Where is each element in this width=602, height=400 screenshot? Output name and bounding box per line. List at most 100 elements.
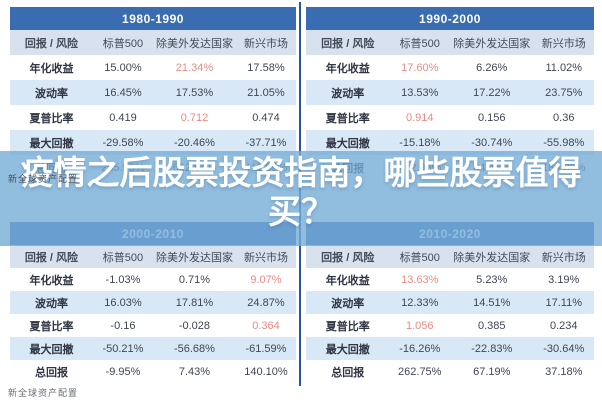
value-cell: -9.95% [105,365,141,378]
row-label: 波动率 [306,291,390,314]
table-row: 夏普比率 0.914 0.156 0.36 [306,105,594,130]
column-header: 除美外发达国家 [449,245,534,268]
value-cell: -37.71% [235,130,296,155]
column-header-row: 回报 / 风险 标普500 除美外发达国家 新兴市场 [10,245,296,268]
column-header-row: 回报 / 风险 标普500 除美外发达国家 新兴市场 [306,245,594,268]
table-row: 年化收益 15.00% 21.34% 17.58% [10,55,296,80]
value-cell: 5.23% [476,273,508,286]
watermark-bottom: 新全球资产配置 [8,388,79,398]
value-cell: 17.60% [401,61,439,74]
row-label: 最大回撤 [306,337,390,360]
row-label: 夏普比率 [325,320,370,333]
value-cell: -55.98% [533,130,594,155]
row-label: 波动率 [306,80,390,105]
table-row: 最大回撤 -50.21% -56.68% -61.59% [10,337,296,360]
table-row: 最大回撤 -16.26% -22.83% -30.64% [306,337,594,360]
row-label: 夏普比率 [29,320,74,333]
row-label: 波动率 [10,291,93,314]
value-cell: -16.26% [389,337,450,360]
overlay-title-line1: 疫情之后股票投资指南，哪些股票值得 [20,154,582,191]
value-cell: 11.02% [545,61,583,74]
row-label: 最大回撤 [10,337,93,360]
table-row: 总回报 262.75% 67.19% 37.18% [306,360,594,383]
value-cell: -50.21% [92,337,153,360]
value-cell: 13.53% [389,80,450,105]
column-header-row: 回报 / 风险 标普500 除美外发达国家 新兴市场 [10,30,296,55]
value-cell: 0.385 [477,319,506,332]
value-cell: -1.03% [105,273,141,286]
table-row: 总回报 -9.95% 7.43% 140.10% [10,360,296,383]
column-header: 新兴市场 [533,245,594,268]
table-row: 年化收益 13.63% 5.23% 3.19% [306,268,594,291]
value-cell: 67.19% [473,365,511,378]
value-cell: -15.18% [389,130,450,155]
value-cell: 7.43% [178,365,211,378]
value-cell: 17.53% [152,80,236,105]
value-cell: 0.712 [180,111,209,124]
value-cell: 0.914 [405,111,434,124]
value-cell: 14.51% [449,291,534,314]
table-row: 夏普比率 -0.16 -0.028 0.364 [10,314,296,337]
column-header: 新兴市场 [235,30,296,55]
column-header: 标普500 [389,30,450,55]
value-cell: 3.19% [548,273,580,286]
table-card-2000-2010: 2000-2010回报 / 风险标普500除美外发达国家新兴市场年化收益-1.0… [10,222,296,383]
value-cell: 17.58% [247,61,285,74]
value-cell: 0.156 [477,111,506,124]
row-label: 总回报 [331,366,365,379]
table-card-1990-2000: 1990-2000 回报 / 风险 标普500 除美外发达国家 新兴市场 年化收益 17.6… [306,7,594,180]
value-cell: -30.64% [533,337,594,360]
table-row: 年化收益 17.60% 6.26% 11.02% [306,55,594,80]
row-label: 最大回撤 [306,130,390,155]
row-label: 最大回撤 [10,130,93,155]
corner-header: 回报 / 风险 [10,245,93,268]
table-card-2010-2020: 2010-2020回报 / 风险标普500除美外发达国家新兴市场年化收益13.6… [306,222,594,383]
value-cell: 21.05% [235,80,296,105]
column-header-row: 回报 / 风险 标普500 除美外发达国家 新兴市场 [306,30,594,55]
value-cell: 13.63% [401,273,439,286]
value-cell: -30.74% [449,130,534,155]
column-header: 除美外发达国家 [152,30,236,55]
table-row: 最大回撤 -29.58% -20.46% -37.71% [10,130,296,155]
row-label: 年化收益 [325,274,370,287]
column-header: 新兴市场 [235,245,296,268]
column-header: 标普500 [92,245,153,268]
value-cell: 0.419 [109,111,137,124]
value-cell: 0.71% [178,273,211,286]
value-cell: -56.68% [152,337,236,360]
table-row: 夏普比率 0.419 0.712 0.474 [10,105,296,130]
column-header: 除美外发达国家 [152,245,236,268]
row-label: 夏普比率 [29,112,74,125]
column-header: 标普500 [92,30,153,55]
overlay-band [0,151,602,246]
row-label: 夏普比率 [325,112,370,125]
value-cell: -61.59% [235,337,296,360]
value-cell: 12.33% [389,291,450,314]
column-header: 新兴市场 [533,30,594,55]
value-cell: 9.07% [250,273,282,286]
value-cell: 0.364 [252,319,280,332]
value-cell: 17.22% [449,80,534,105]
table-row: 波动率 12.33% 14.51% 17.11% [306,291,594,314]
value-cell: 15.00% [104,61,142,74]
value-cell: 17.11% [533,291,594,314]
value-cell: -0.16 [110,319,136,332]
returns-table: 回报 / 风险 标普500 除美外发达国家 新兴市场年化收益 -1.03% 0.71% 9.… [10,245,296,383]
returns-table: 回报 / 风险 标普500 除美外发达国家 新兴市场 年化收益 17.60% 6.26% 11… [306,30,594,180]
row-label: 波动率 [10,80,93,105]
value-cell: 17.81% [152,291,236,314]
row-label: 总回报 [34,366,68,379]
column-header: 除美外发达国家 [449,30,534,55]
value-cell: 37.18% [545,365,583,378]
corner-header: 回报 / 风险 [10,30,93,55]
table-row: 最大回撤 -15.18% -30.74% -55.98% [306,130,594,155]
period-header: 1980-1990 [10,7,296,30]
overlay-title: 疫情之后股票投资指南，哪些股票值得 买？ [0,153,602,231]
value-cell: 0.234 [549,319,578,332]
row-label: 年化收益 [29,62,74,75]
row-label: 年化收益 [29,274,74,287]
table-row: 波动率 16.03% 17.81% 24.87% [10,291,296,314]
value-cell: 0.36 [553,111,575,124]
value-cell: 16.03% [92,291,153,314]
value-cell: 140.10% [244,365,288,378]
